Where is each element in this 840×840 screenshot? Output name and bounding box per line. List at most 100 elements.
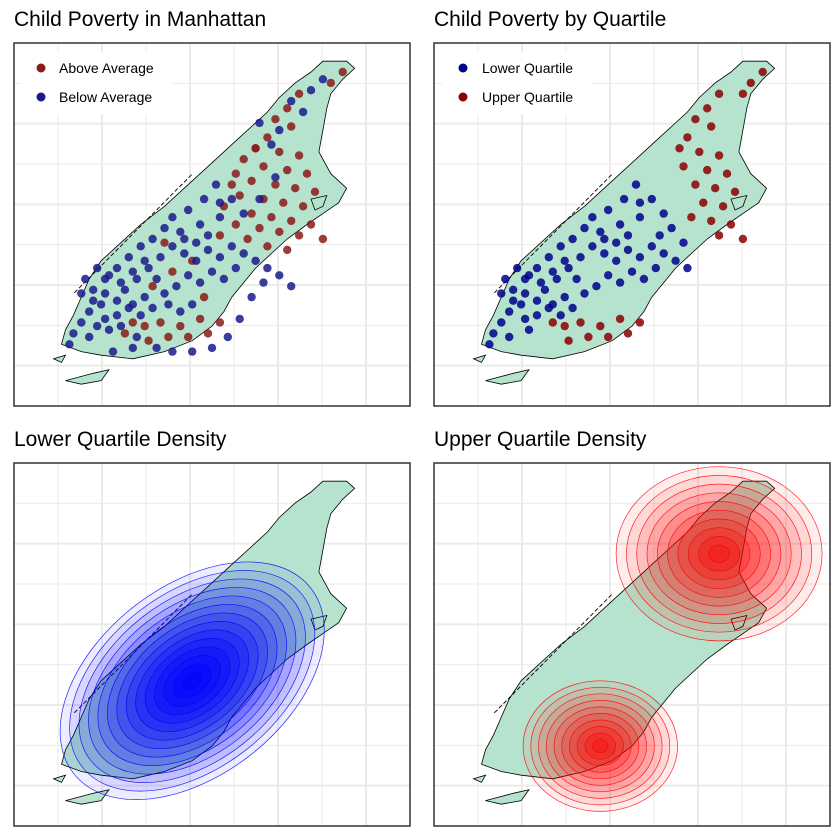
pier-mark — [138, 225, 142, 229]
data-point — [615, 314, 625, 324]
data-point — [326, 78, 335, 88]
manhattan-map — [472, 60, 776, 385]
pier-mark — [544, 658, 548, 663]
pier-mark — [585, 197, 590, 202]
data-point — [556, 242, 565, 251]
data-point — [707, 216, 716, 226]
data-point — [235, 191, 244, 200]
density-contours — [59, 561, 325, 800]
data-point — [247, 176, 256, 186]
data-point — [203, 231, 213, 240]
data-point — [251, 144, 260, 153]
data-point — [267, 140, 276, 149]
data-point — [164, 332, 173, 342]
data-point — [675, 144, 684, 153]
density-contour — [88, 587, 297, 775]
data-point — [89, 296, 98, 305]
data-point — [231, 169, 240, 178]
islet-shape — [730, 194, 748, 211]
data-point — [223, 332, 232, 342]
islet-shape — [485, 369, 530, 385]
data-point — [263, 242, 272, 251]
density-contour — [172, 663, 212, 699]
data-point — [255, 118, 264, 128]
data-point — [703, 104, 712, 113]
pier-mark — [567, 215, 571, 220]
data-point — [687, 213, 696, 222]
data-point — [176, 227, 185, 236]
data-point — [168, 242, 177, 251]
density-contour — [569, 719, 632, 773]
density-contours — [522, 466, 823, 812]
data-point — [310, 187, 320, 196]
data-point — [703, 165, 712, 175]
pier-mark — [78, 284, 83, 289]
pier-mark — [580, 621, 585, 626]
pier-mark — [179, 183, 183, 188]
data-point — [144, 263, 153, 273]
data-point — [489, 329, 498, 338]
data-point — [199, 194, 209, 204]
data-point — [188, 347, 197, 356]
data-point — [588, 242, 597, 251]
pier-mark — [128, 234, 133, 238]
data-point — [683, 133, 692, 142]
islet-shape — [310, 194, 328, 211]
data-point — [195, 220, 205, 229]
data-point — [148, 303, 157, 313]
data-point — [184, 205, 193, 215]
data-point — [623, 231, 633, 240]
pier-mark — [151, 211, 156, 215]
data-point — [136, 242, 145, 251]
data-point — [635, 213, 645, 222]
data-point — [176, 321, 185, 331]
manhattan-map — [52, 60, 356, 385]
panel-lower-quartile-density: Lower Quartile Density — [13, 428, 411, 827]
panel-border — [433, 42, 831, 407]
data-point — [604, 205, 613, 215]
pier-mark — [174, 608, 179, 612]
data-point — [699, 198, 708, 207]
data-point — [647, 194, 656, 204]
data-point — [639, 274, 649, 284]
pier-mark — [548, 654, 553, 658]
data-point — [160, 289, 169, 298]
data-point — [635, 253, 645, 262]
data-point — [516, 300, 526, 309]
panel-title: Child Poverty in Manhattan — [14, 8, 266, 31]
pier-mark — [494, 709, 498, 714]
pier-mark — [526, 257, 530, 261]
data-point — [283, 245, 292, 255]
data-point — [556, 311, 565, 320]
data-point — [263, 263, 272, 273]
density-contour — [106, 604, 278, 758]
density-contour — [708, 544, 730, 563]
density-contour — [97, 595, 287, 767]
data-point — [215, 253, 225, 262]
data-point — [211, 180, 221, 189]
legend-label-lower-quartile: Lower Quartile — [482, 60, 573, 76]
panel-title: Child Poverty by Quartile — [434, 8, 666, 31]
data-point — [152, 274, 161, 284]
data-point — [615, 278, 625, 287]
density-contour — [125, 621, 259, 741]
data-point — [592, 282, 601, 291]
data-point — [160, 223, 169, 233]
pier-mark — [512, 691, 516, 695]
legend-key-above-average — [36, 63, 46, 73]
data-point — [247, 292, 256, 302]
density-contour — [646, 492, 792, 616]
data-point — [524, 271, 534, 280]
data-point — [136, 311, 145, 320]
data-point — [612, 256, 621, 265]
data-point — [184, 271, 193, 280]
data-point — [294, 151, 304, 160]
pier-mark — [160, 621, 165, 626]
data-point — [651, 263, 660, 273]
pier-mark — [169, 192, 174, 197]
data-point — [239, 155, 248, 164]
pier-mark — [603, 598, 608, 603]
data-point — [283, 165, 292, 175]
pier-mark — [124, 238, 128, 243]
data-point — [604, 332, 613, 342]
